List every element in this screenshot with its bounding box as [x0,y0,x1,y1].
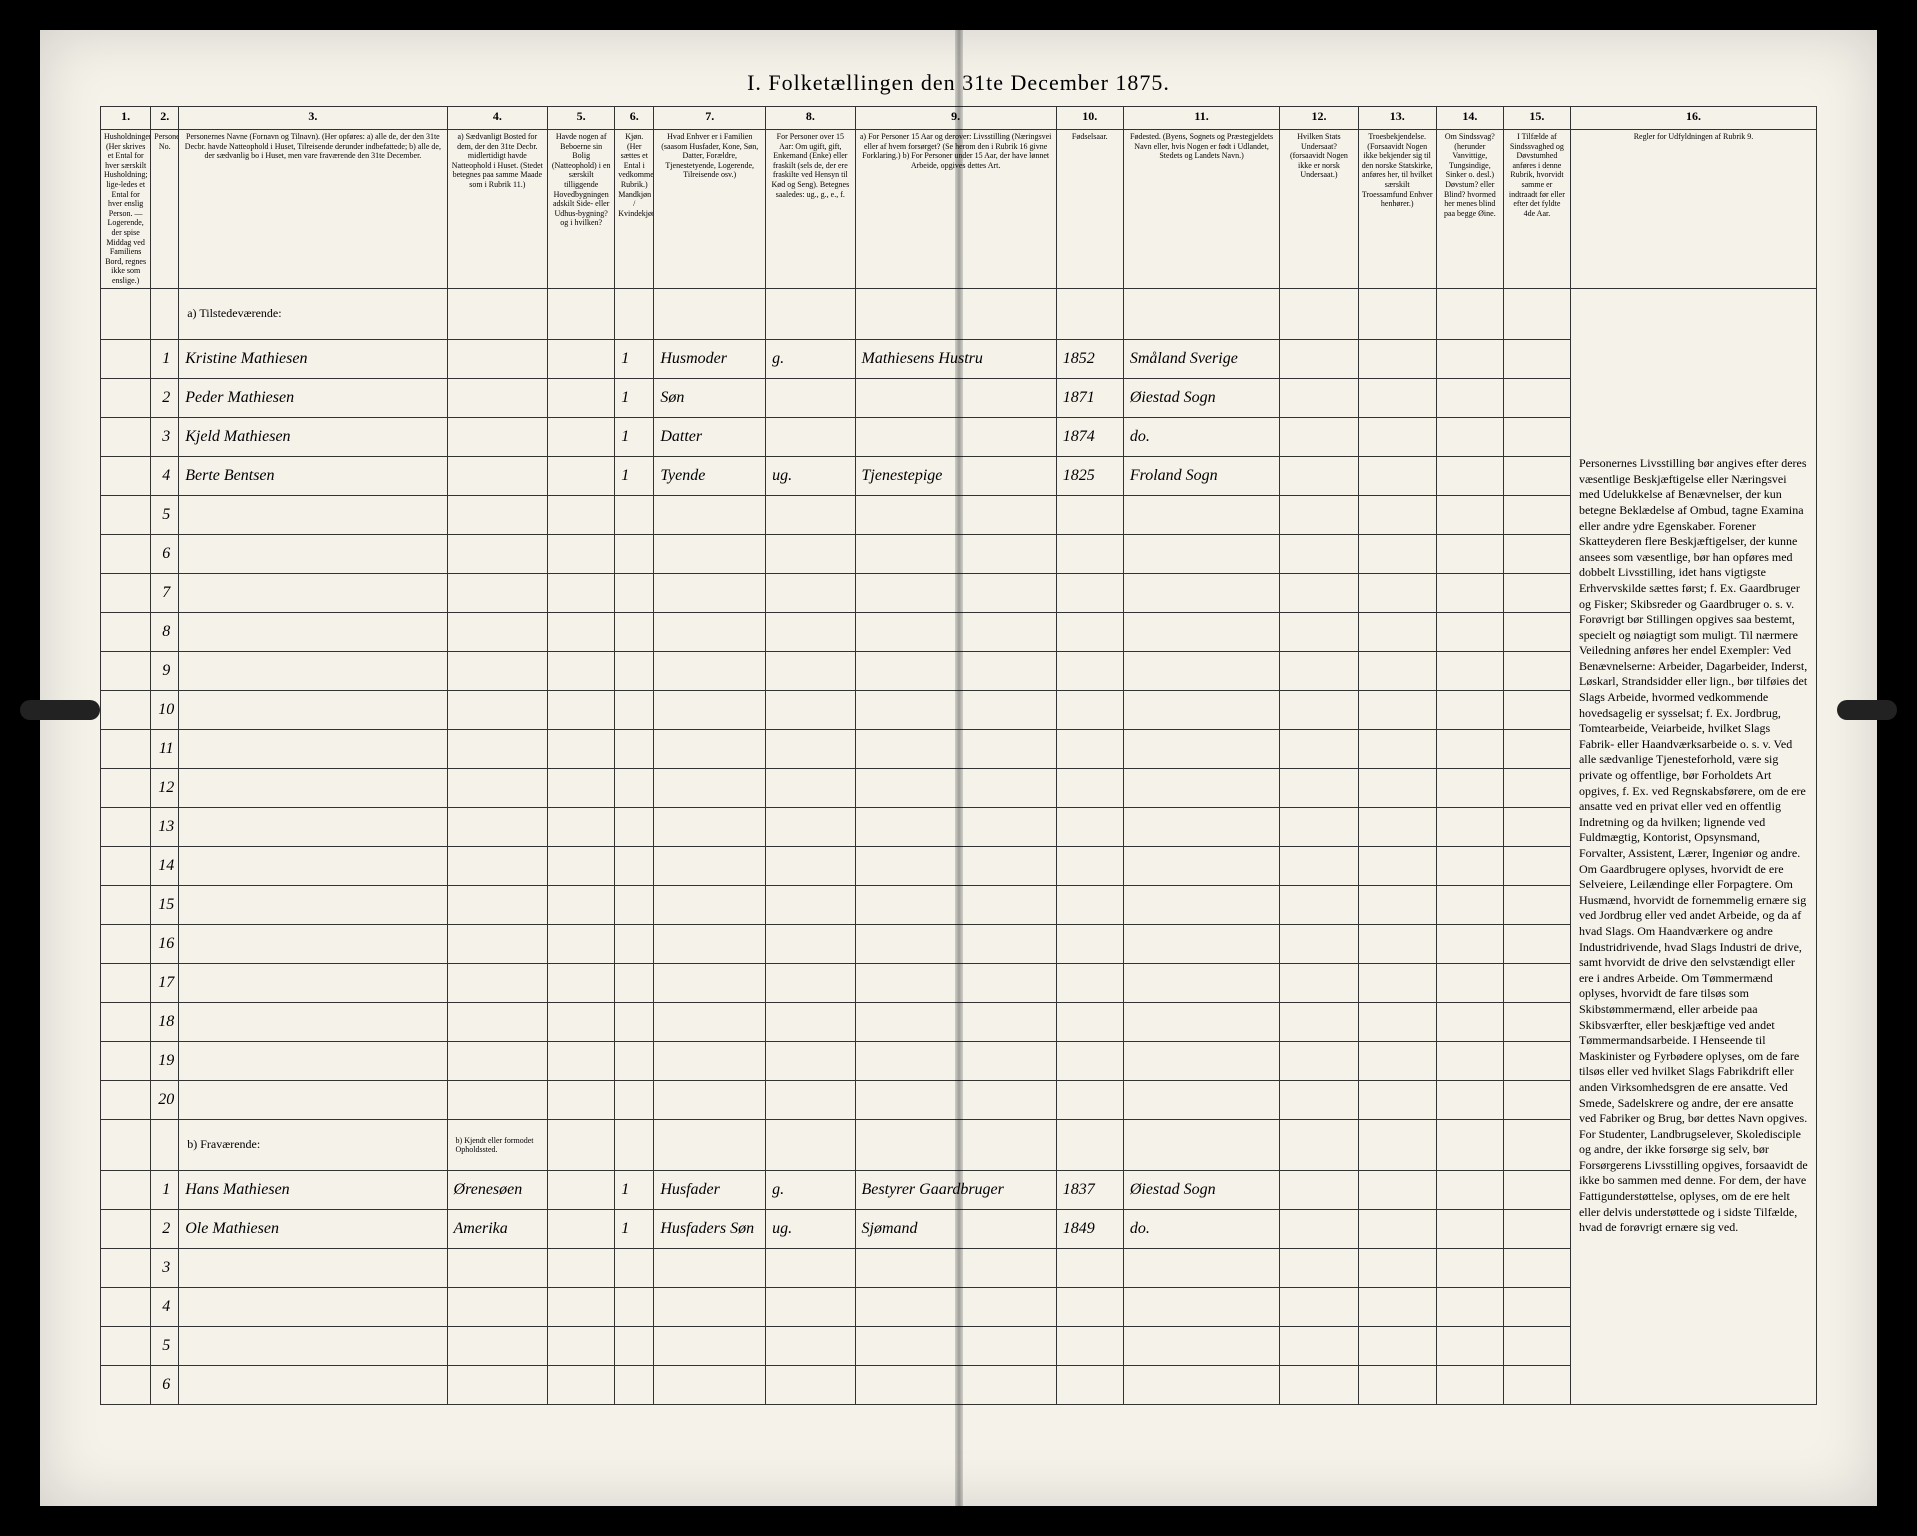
col-header: Havde nogen af Beboerne sin Bolig (Natte… [548,130,615,289]
col-num: 11. [1123,107,1280,130]
col-num: 16. [1570,107,1816,130]
col-num: 13. [1358,107,1436,130]
col-header: Personernes Navne (Fornavn og Tilnavn). … [179,130,447,289]
clip-right [1837,700,1897,720]
col-header: a) Sædvanligt Bosted for dem, der den 31… [447,130,548,289]
col-num: 2. [151,107,179,130]
col-num: 5. [548,107,615,130]
col-num: 3. [179,107,447,130]
col-num: 4. [447,107,548,130]
col-header: Kjøn. (Her sættes et Ental i vedkommende… [615,130,654,289]
col-num: 12. [1280,107,1358,130]
col-num: 7. [654,107,766,130]
col-num: 8. [766,107,855,130]
col-header: Fødselsaar. [1056,130,1123,289]
instructions-col16: Personernes Livsstilling bør angives eft… [1570,288,1816,1404]
col-header: Fødested. (Byens, Sognets og Præstegjeld… [1123,130,1280,289]
col-num: 14. [1436,107,1503,130]
col-header: Om Sindssvag? (herunder Vanvittige, Tung… [1436,130,1503,289]
col-header: Personens No. [151,130,179,289]
book-spine [955,30,963,1506]
col-header: Husholdninger. (Her skrives et Ental for… [101,130,151,289]
col-header: Hvad Enhver er i Familien (saasom Husfad… [654,130,766,289]
col-num: 6. [615,107,654,130]
col-num: 15. [1503,107,1570,130]
col-header: Regler for Udfyldningen af Rubrik 9. [1570,130,1816,289]
col-num: 1. [101,107,151,130]
clip-left [20,700,100,720]
col-header: Troesbekjendelse. (Forsaavidt Nogen ikke… [1358,130,1436,289]
col-num: 10. [1056,107,1123,130]
col-header: Hvilken Stats Undersaat? (forsaavidt Nog… [1280,130,1358,289]
col-header: For Personer over 15 Aar: Om ugift, gift… [766,130,855,289]
col-header: I Tilfælde af Sindssvaghed og Døvstumhed… [1503,130,1570,289]
